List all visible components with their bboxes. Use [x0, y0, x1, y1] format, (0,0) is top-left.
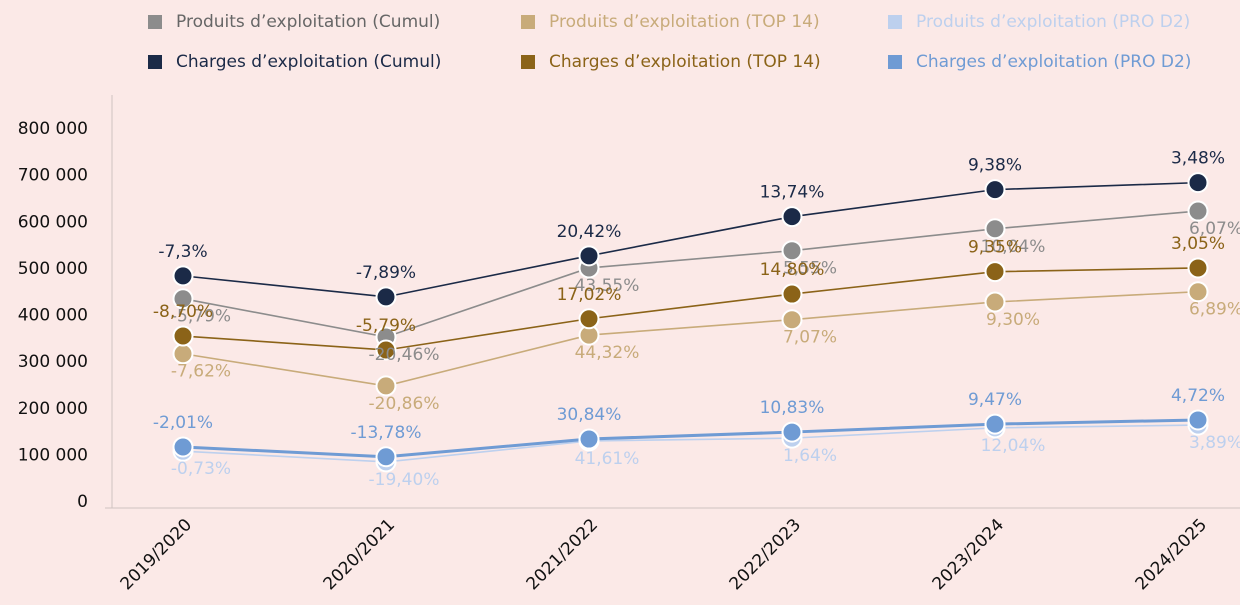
point — [1187, 281, 1209, 303]
point-label: 12,04% — [981, 436, 1046, 456]
point-label: 41,61% — [575, 449, 640, 469]
legend-swatch — [888, 15, 902, 29]
point-label: -2,01% — [153, 413, 213, 433]
point — [375, 375, 397, 397]
point-label: -7,62% — [171, 362, 231, 382]
y-tick-label: 500 000 — [18, 259, 88, 279]
x-tick-label: 2023/2024 — [929, 515, 1008, 594]
point-label: 9,30% — [986, 310, 1040, 330]
point-label: -5,79% — [171, 307, 231, 327]
point — [578, 245, 600, 267]
point — [578, 428, 600, 450]
point-label: 6,07% — [1189, 219, 1240, 239]
legend-label: Charges d’exploitation (PRO D2) — [916, 52, 1191, 72]
point-label: 7,07% — [783, 328, 837, 348]
point — [1187, 172, 1209, 194]
y-tick-label: 0 — [77, 492, 88, 512]
point-label: 10,83% — [760, 398, 825, 418]
point-label: 3,05% — [1171, 234, 1225, 254]
legend-swatch — [148, 15, 162, 29]
point — [375, 446, 397, 468]
x-tick-label: 2021/2022 — [523, 515, 602, 594]
point — [984, 218, 1006, 240]
point-label: -20,46% — [369, 345, 440, 365]
point — [375, 286, 397, 308]
point — [172, 343, 194, 365]
point — [781, 240, 803, 262]
point-label: 5,55% — [783, 259, 837, 279]
point — [1187, 200, 1209, 222]
point-label: -20,86% — [369, 394, 440, 414]
point-label: -8,70% — [153, 302, 213, 322]
point-label: -7,89% — [356, 263, 416, 283]
series-line — [182, 418, 1199, 459]
point — [1187, 409, 1209, 431]
x-tick-label: 2022/2023 — [726, 515, 805, 594]
point — [781, 309, 803, 331]
point-label: 9,38% — [968, 156, 1022, 176]
series-line — [182, 267, 1199, 351]
legend-label: Charges d’exploitation (TOP 14) — [549, 52, 821, 72]
series-line — [182, 210, 1199, 338]
point — [172, 325, 194, 347]
point-label: 3,48% — [1171, 149, 1225, 169]
point-label: 30,84% — [557, 405, 622, 425]
point-label: 14,80% — [760, 260, 825, 280]
point — [781, 283, 803, 305]
point-label: 20,42% — [557, 222, 622, 242]
y-tick-label: 100 000 — [18, 445, 88, 465]
legend-swatch — [148, 55, 162, 69]
point — [781, 206, 803, 228]
point-label: 3,89% — [1189, 433, 1240, 453]
legend-swatch — [888, 55, 902, 69]
point-label: -19,40% — [369, 470, 440, 490]
point — [984, 413, 1006, 435]
x-tick-label: 2024/2025 — [1132, 515, 1211, 594]
point — [984, 291, 1006, 313]
y-tick-label: 600 000 — [18, 212, 88, 232]
legend-label: Produits d’exploitation (TOP 14) — [549, 12, 820, 32]
series-line — [182, 290, 1199, 387]
point-label: 9,47% — [968, 390, 1022, 410]
legend-label: Produits d’exploitation (Cumul) — [176, 12, 440, 32]
legend-label: Charges d’exploitation (Cumul) — [176, 52, 441, 72]
legend-swatch — [521, 15, 535, 29]
y-tick-label: 300 000 — [18, 352, 88, 372]
point — [578, 308, 600, 330]
legend-label: Produits d’exploitation (PRO D2) — [916, 12, 1190, 32]
point — [172, 436, 194, 458]
point-label: 6,89% — [1189, 300, 1240, 320]
x-tick-label: 2020/2021 — [320, 515, 399, 594]
point — [984, 179, 1006, 201]
point — [781, 421, 803, 443]
point — [375, 339, 397, 361]
y-tick-label: 800 000 — [18, 119, 88, 139]
point-label: -0,73% — [171, 459, 231, 479]
point-label: -5,79% — [356, 316, 416, 336]
point-label: 13,74% — [760, 183, 825, 203]
y-tick-label: 200 000 — [18, 399, 88, 419]
point-label: 1,64% — [783, 446, 837, 466]
series-line — [182, 424, 1199, 463]
point-label: 43,55% — [575, 276, 640, 296]
point — [1187, 257, 1209, 279]
y-tick-label: 400 000 — [18, 306, 88, 326]
y-tick-label: 700 000 — [18, 166, 88, 186]
point-label: 17,02% — [557, 285, 622, 305]
point-label: 9,35% — [968, 238, 1022, 258]
legend-swatch — [521, 55, 535, 69]
series-line — [182, 181, 1199, 298]
point — [984, 261, 1006, 283]
point-label: -7,3% — [158, 242, 207, 262]
point-label: -13,78% — [351, 423, 422, 443]
x-tick-label: 2019/2020 — [117, 515, 196, 594]
point-label: 4,72% — [1171, 386, 1225, 406]
point-label: 44,32% — [575, 343, 640, 363]
point — [172, 265, 194, 287]
point-label: 10,04% — [981, 237, 1046, 257]
point — [172, 288, 194, 310]
